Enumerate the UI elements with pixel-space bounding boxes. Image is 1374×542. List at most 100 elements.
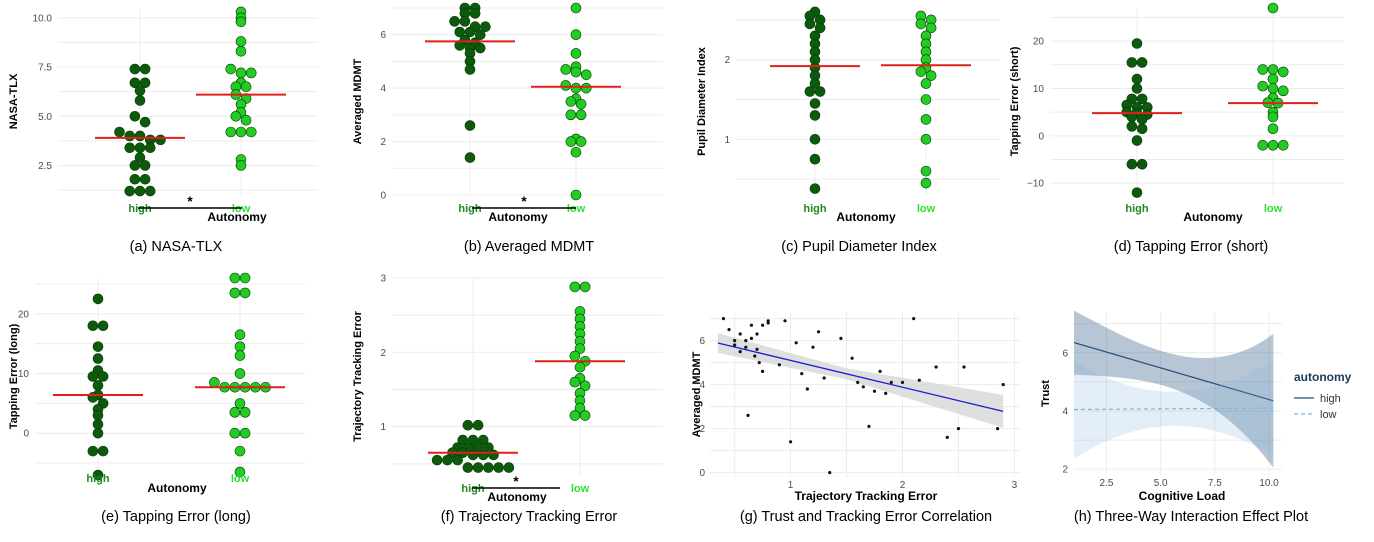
data-point (917, 378, 921, 382)
dot-high (97, 320, 109, 332)
dot-high (97, 445, 109, 457)
dot-low (209, 377, 220, 388)
panel-caption: (e) Tapping Error (long) (101, 509, 251, 525)
data-point (755, 332, 759, 336)
dot-high (1136, 57, 1148, 68)
dot-high (92, 380, 104, 391)
data-point (733, 343, 737, 347)
dot-high (469, 8, 481, 19)
dot-high (134, 95, 146, 106)
dot-low (570, 82, 582, 94)
panel-caption: (a) NASA-TLX (130, 239, 223, 255)
dot-low (1267, 111, 1279, 123)
y-axis-label: Trajectory Tracking Error (352, 310, 364, 442)
group-label-low: low (917, 203, 936, 215)
y-axis-label: Tapping Error (long) (8, 323, 20, 429)
data-point (733, 339, 737, 343)
dot-high (814, 22, 826, 34)
dot-low (580, 82, 592, 94)
dot-low (569, 350, 581, 362)
data-point (738, 350, 742, 354)
dot-high (129, 173, 141, 185)
y-tick-label: 6 (1062, 348, 1068, 359)
group-label-high: high (458, 203, 481, 215)
legend-label-low: low (1320, 409, 1337, 421)
data-point (744, 339, 748, 343)
dot-low (565, 96, 577, 107)
dot-high (467, 449, 479, 461)
data-point (816, 330, 821, 334)
x-tick-label: 7.5 (1208, 478, 1222, 489)
dot-low (234, 466, 246, 478)
data-point (738, 332, 742, 336)
data-point (760, 369, 765, 373)
y-tick-label: 1 (380, 422, 386, 433)
y-tick-label: 2.5 (38, 161, 52, 172)
dot-low (235, 16, 247, 28)
dot-high (1126, 121, 1138, 132)
dot-high (1136, 123, 1148, 135)
data-point (757, 361, 761, 365)
dot-low (235, 160, 247, 171)
dot-low (234, 341, 246, 352)
dot-low (569, 410, 581, 421)
dot-high (809, 78, 821, 89)
y-tick-label: 1 (724, 135, 730, 146)
significance-star: * (521, 193, 527, 209)
data-point (912, 317, 916, 321)
x-axis-label: Autonomy (147, 481, 207, 495)
dot-high (804, 18, 816, 30)
y-tick-label: 0 (380, 191, 386, 202)
dot-low (234, 445, 246, 457)
dot-low (240, 114, 252, 126)
dot-low (574, 361, 586, 373)
dot-high (129, 160, 141, 171)
panel-d: −10 0 10 20 Tapping Error (short) high low Auto… (1009, 2, 1344, 255)
data-point (727, 328, 731, 332)
data-point (878, 369, 882, 373)
panel-e: 0 10 20 Tapping Error (long) high low Autonomy… (8, 272, 305, 525)
dot-low (235, 126, 247, 138)
dot-high (92, 427, 104, 439)
dot-low (570, 66, 582, 78)
dot-high (474, 42, 486, 54)
dot-low (1267, 83, 1279, 94)
dot-low (234, 350, 246, 361)
data-point (839, 336, 843, 340)
y-tick-label: 7.5 (38, 63, 52, 74)
dot-low (920, 78, 932, 89)
dot-high (144, 185, 156, 197)
dot-low (245, 126, 257, 138)
dot-high (1136, 158, 1148, 170)
x-tick-label: 2.5 (1100, 478, 1114, 489)
dot-high (144, 142, 156, 154)
dot-low (229, 272, 241, 284)
y-tick-label: 2 (380, 137, 386, 148)
group-label-low: low (571, 483, 590, 495)
dot-high (124, 142, 136, 154)
dot-low (570, 189, 582, 201)
dot-high (804, 86, 816, 97)
dot-high (503, 462, 515, 473)
dot-high (464, 152, 476, 163)
dot-low (920, 94, 932, 105)
dot-low (915, 66, 927, 77)
dot-high (92, 418, 104, 430)
data-point (889, 380, 893, 384)
dot-high (134, 130, 146, 142)
dot-high (92, 293, 104, 305)
data-point (794, 341, 798, 345)
panel-caption: (c) Pupil Diameter Index (781, 239, 937, 255)
dot-high (134, 85, 146, 96)
dot-low (239, 287, 251, 299)
dot-low (920, 133, 932, 145)
y-axis-label: NASA-TLX (8, 73, 20, 129)
panel-c: 1 2 Pupil Diameter Index high low Autonomy (c)… (696, 6, 1000, 255)
dot-high (124, 130, 136, 142)
dot-low (579, 380, 591, 392)
dot-high (92, 353, 104, 364)
data-point (934, 365, 938, 369)
regression-line (717, 342, 1004, 413)
ci-ribbon-low (1074, 360, 1274, 459)
data-point (755, 347, 759, 351)
